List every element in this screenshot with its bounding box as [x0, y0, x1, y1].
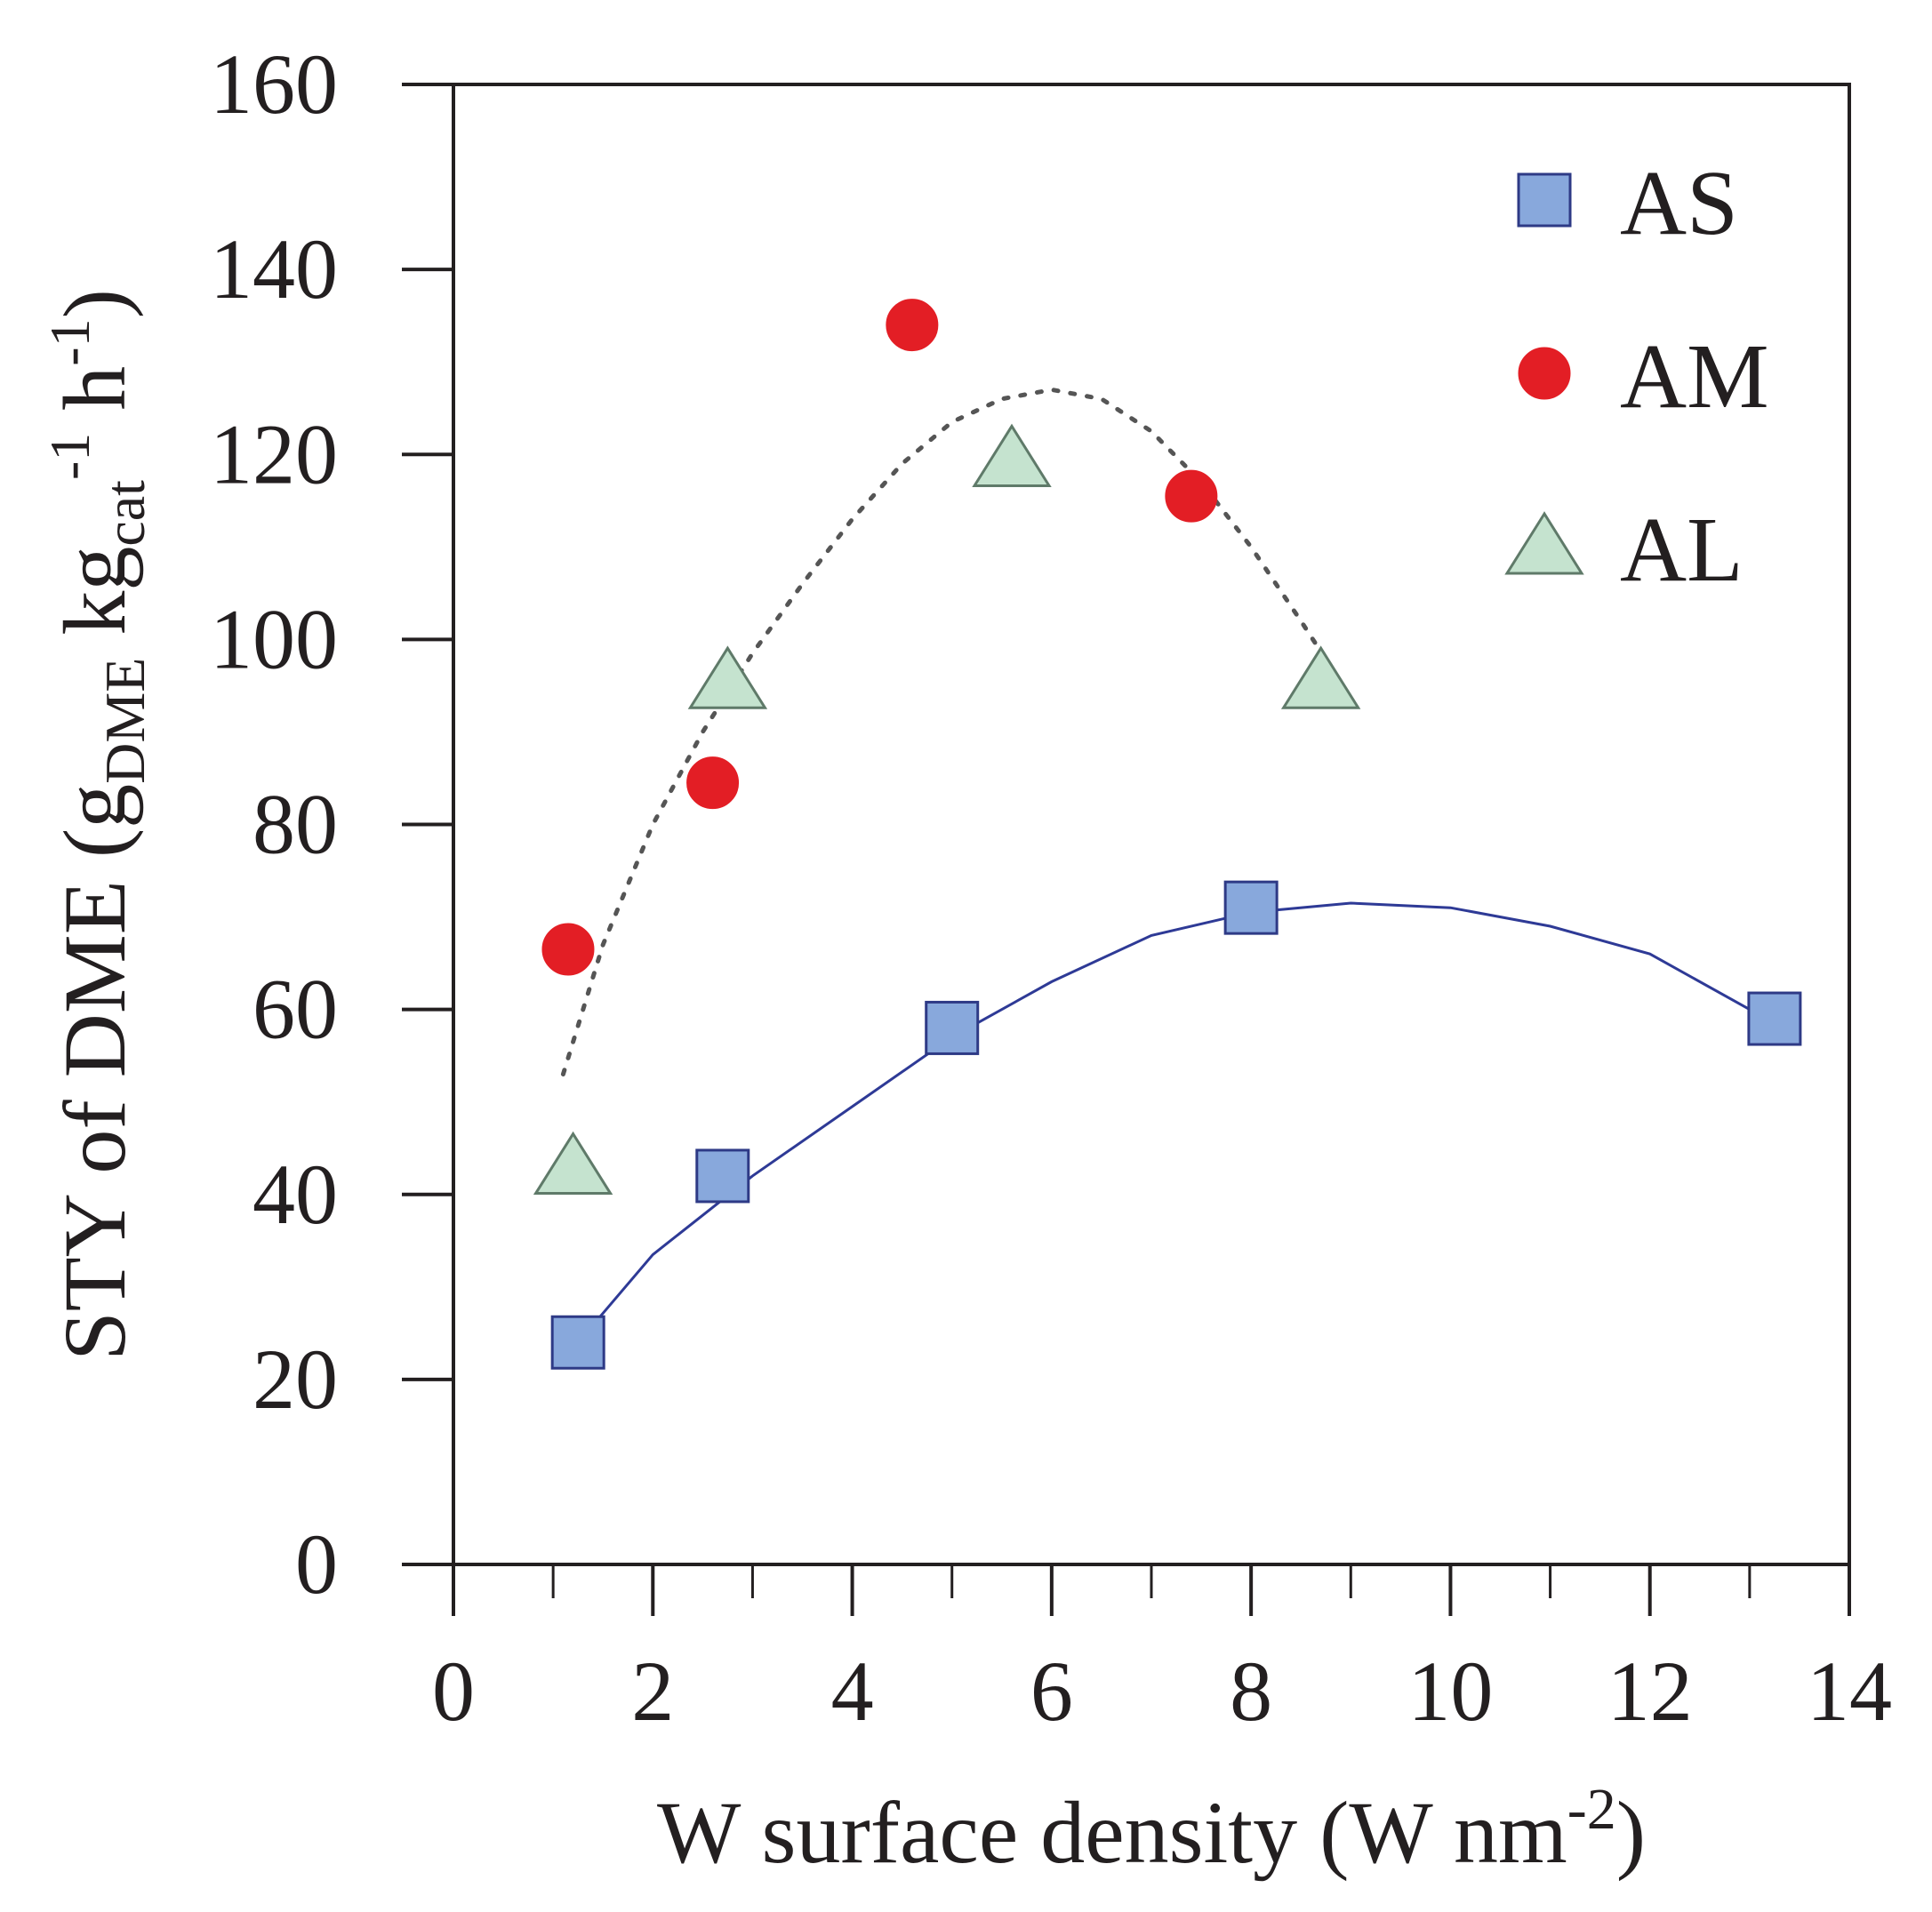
y-tick-label-120: 120: [210, 406, 338, 501]
y-tick-label-160: 160: [210, 36, 338, 132]
y-tick-label-60: 60: [253, 962, 338, 1057]
y-tick-label-0: 0: [295, 1516, 338, 1612]
x-tick-label-6: 6: [1030, 1644, 1073, 1739]
point-as-0: [550, 1315, 605, 1370]
y-tick-label-20: 20: [253, 1332, 338, 1427]
x-tick-label-12: 12: [1607, 1644, 1693, 1739]
point-al-0: [533, 1131, 613, 1196]
legend-label-al: AL: [1620, 499, 1744, 601]
x-tick-label-0: 0: [432, 1644, 475, 1739]
point-am-2: [886, 299, 939, 352]
x-tick-label-2: 2: [631, 1644, 674, 1739]
fit-curve-dotted: [560, 387, 1334, 1076]
y-tick-label-40: 40: [253, 1147, 338, 1242]
data-markers: [533, 299, 1802, 1370]
point-al-2: [972, 423, 1052, 487]
x-tick-label-10: 10: [1407, 1644, 1493, 1739]
fit-curves: [560, 387, 1776, 1344]
x-tick-label-14: 14: [1807, 1644, 1892, 1739]
axis-ticks: [402, 83, 1851, 1616]
y-tick-label-100: 100: [210, 591, 338, 686]
point-am-1: [686, 756, 740, 810]
y-tick-label-140: 140: [210, 221, 338, 316]
point-as-2: [925, 1000, 980, 1055]
point-am-0: [541, 923, 595, 976]
point-al-3: [1280, 645, 1361, 709]
y-axis-title: STY of DME (gDME kgcat-1 h-1): [38, 289, 156, 1361]
fit-curve-solid: [577, 901, 1776, 1344]
plot-frame: [452, 83, 1851, 1566]
legend-marker-am: [1518, 347, 1571, 400]
legend: AS AM AL: [1504, 152, 1769, 601]
tick-labels: 0 20 40 60 80 100 120 140 160 0 2 4 6 8 10 12 14: [210, 36, 1892, 1739]
legend-marker-al: [1504, 511, 1584, 575]
x-axis-title: W surface density (W nm-2): [657, 1777, 1646, 1882]
legend-label-as: AS: [1620, 152, 1738, 254]
y-tick-label-80: 80: [253, 777, 338, 872]
plot-area: [452, 83, 1851, 1566]
point-as-4: [1747, 991, 1802, 1046]
point-am-3: [1165, 469, 1218, 523]
point-as-3: [1223, 880, 1279, 935]
x-tick-label-4: 4: [831, 1644, 874, 1739]
legend-label-am: AM: [1620, 325, 1769, 428]
point-as-1: [695, 1148, 750, 1204]
x-tick-label-8: 8: [1230, 1644, 1272, 1739]
point-al-1: [687, 645, 768, 709]
legend-marker-as: [1517, 172, 1572, 228]
